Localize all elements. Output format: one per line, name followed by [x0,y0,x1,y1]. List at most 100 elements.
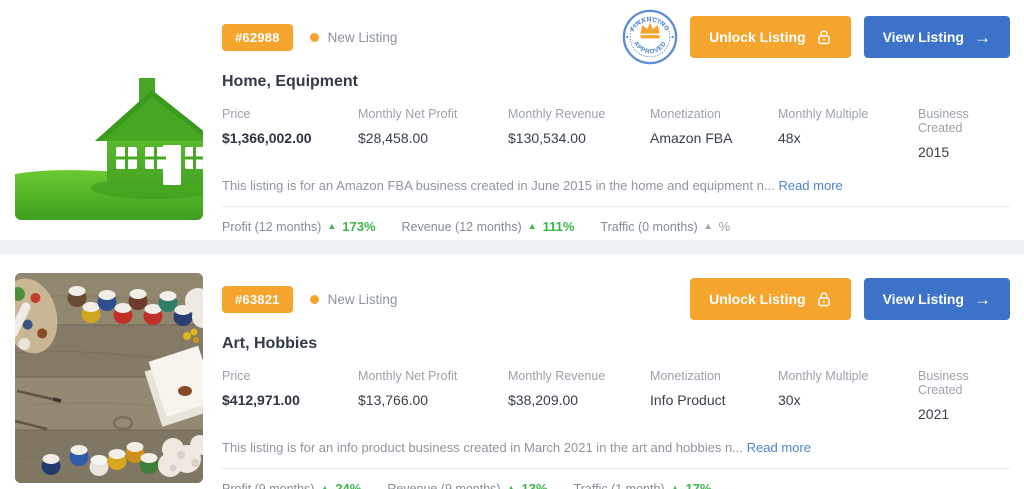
view-listing-label: View Listing [882,291,964,307]
metric-label: Monthly Revenue [508,107,606,121]
trend-label: Profit (12 months) [222,219,322,234]
trend-label: Traffic (1 month) [573,481,665,489]
trend-traffic: Traffic (0 months) ▲ % [600,219,730,234]
metric-label: Monthly Revenue [508,369,606,383]
unlock-listing-label: Unlock Listing [709,291,806,307]
trend-up-icon: ▲ [527,221,537,231]
listing-description: This listing is for an Amazon FBA busine… [222,178,1010,193]
metric-value: 48x [778,130,801,146]
trend-revenue: Revenue (12 months) ▲ 111% [402,219,575,234]
new-listing-status: New Listing [309,291,398,307]
metric-value: $13,766.00 [358,392,429,408]
view-listing-label: View Listing [882,29,964,45]
metric-label: Monthly Multiple [778,369,869,383]
trend-value: 111% [542,219,575,234]
trend-profit: Profit (12 months) ▲ 173% [222,219,376,234]
divider [222,206,1010,207]
unlock-listing-button[interactable]: Unlock Listing [690,278,851,320]
metric-price: Price $1,366,002.00 [222,107,358,160]
metric-value: $412,971.00 [222,392,300,408]
metric-value: Info Product [650,392,726,408]
description-text: This listing is for an Amazon FBA busine… [222,178,775,193]
metric-label: Monthly Multiple [778,107,869,121]
card-separator [0,240,1024,254]
unlock-listing-button[interactable]: Unlock Listing [690,16,851,58]
listing-id-badge[interactable]: #63821 [222,285,293,313]
listing-card: #62988 New Listing FINANCING [0,0,1024,240]
trend-value: 24% [335,481,362,489]
financing-approved-stamp-icon: FINANCING APPROVED [622,9,678,65]
trend-label: Revenue (9 months) [387,481,501,489]
arrow-right-icon: → [974,289,991,309]
metric-created: Business Created 2021 [918,369,1010,422]
metric-label: Monetization [650,107,721,121]
metric-revenue: Monthly Revenue $130,534.00 [508,107,650,160]
metric-label: Business Created [918,369,969,397]
metric-label: Monthly Net Profit [358,369,458,383]
metric-value: 2015 [918,144,950,160]
metric-value: 30x [778,392,801,408]
status-label: New Listing [327,291,398,307]
trend-up-icon: ▲ [703,221,713,231]
metric-value: $130,534.00 [508,130,586,146]
metric-label: Monetization [650,369,721,383]
metric-label: Price [222,369,251,383]
metric-multiple: Monthly Multiple 48x [778,107,918,160]
listing-metrics: Price $412,971.00 Monthly Net Profit $13… [222,369,1010,422]
trend-label: Revenue (12 months) [401,219,522,234]
trend-profit: Profit (9 months) ▲ 24% [222,481,361,489]
trend-label: Profit (9 months) [222,481,315,489]
trend-revenue: Revenue (9 months) ▲ 13% [387,481,547,489]
lock-icon [817,30,830,45]
listing-trends: Profit (9 months) ▲ 24% Revenue (9 month… [222,481,1010,489]
metric-created: Business Created 2015 [918,107,1010,160]
listing-photo[interactable] [15,273,203,483]
crown-icon [640,22,660,39]
metric-value: $38,209.00 [508,392,579,408]
green-house-illustration [15,20,203,220]
listing-description: This listing is for an info product busi… [222,440,1010,455]
metric-net-profit: Monthly Net Profit $13,766.00 [358,369,508,422]
trend-up-icon: ▲ [670,483,680,489]
listing-title[interactable]: Art, Hobbies [222,335,318,352]
listing-trends: Profit (12 months) ▲ 173% Revenue (12 mo… [222,219,1010,234]
metric-value: Amazon FBA [650,130,733,146]
metric-monetization: Monetization Info Product [650,369,778,422]
metric-value: $1,366,002.00 [222,130,312,146]
trend-up-icon: ▲ [320,483,330,489]
trend-up-icon: ▲ [327,221,337,231]
status-label: New Listing [327,29,398,45]
view-listing-button[interactable]: View Listing → [863,16,1010,58]
metric-value: $28,458.00 [358,130,429,146]
metric-multiple: Monthly Multiple 30x [778,369,918,422]
metric-label: Monthly Net Profit [358,107,458,121]
lock-icon [817,292,830,307]
metric-net-profit: Monthly Net Profit $28,458.00 [358,107,508,160]
metric-label: Price [222,107,251,121]
read-more-link[interactable]: Read more [746,440,811,455]
view-listing-button[interactable]: View Listing → [863,278,1010,320]
metric-price: Price $412,971.00 [222,369,358,422]
divider [222,468,1010,469]
paint-pots-illustration [15,273,203,483]
listing-photo[interactable] [15,20,203,220]
metric-revenue: Monthly Revenue $38,209.00 [508,369,650,422]
status-dot-icon [309,32,319,42]
description-text: This listing is for an info product busi… [222,440,744,455]
listing-id-badge[interactable]: #62988 [222,23,293,51]
trend-value: 173% [342,219,376,234]
metric-monetization: Monetization Amazon FBA [650,107,778,160]
trend-value: 17% [685,481,712,489]
new-listing-status: New Listing [309,29,398,45]
arrow-right-icon: → [974,27,991,47]
metric-label: Business Created [918,107,969,135]
trend-label: Traffic (0 months) [600,219,698,234]
listing-metrics: Price $1,366,002.00 Monthly Net Profit $… [222,107,1010,160]
listing-title[interactable]: Home, Equipment [222,73,359,90]
status-dot-icon [309,294,319,304]
listing-card: #63821 New Listing Unlock Listing View L… [0,254,1024,489]
metric-value: 2021 [918,406,950,422]
read-more-link[interactable]: Read more [778,178,843,193]
unlock-listing-label: Unlock Listing [709,29,806,45]
